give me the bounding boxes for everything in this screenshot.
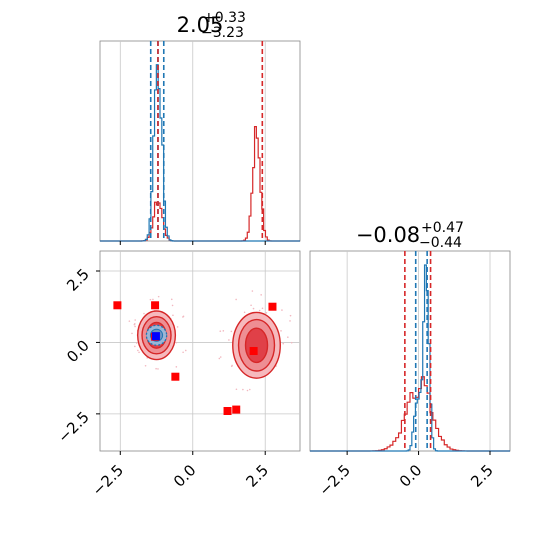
scatter-sample-point [182,315,185,318]
scatter-sample-point [219,356,222,358]
hist2-x-tick-label: 2.5 [467,461,497,491]
title-param2: −0.08 [356,223,420,247]
scatter-sample-point [170,298,173,301]
hist2-x-tick-label: −2.5 [315,461,353,499]
scatter-red-marker [151,301,160,310]
scatter-sample-point [182,351,184,354]
scatter-red-marker [223,407,232,415]
title-param1-main: 2.05 [177,13,224,37]
scatter-sample-point [134,345,136,348]
scatter-sample-point [133,323,136,325]
hist-param2-frame [309,250,511,452]
scatter-sample-point [218,357,221,360]
scatter-red-marker [268,302,277,311]
scatter-blue-marker [151,332,160,341]
scatter-sample-point [243,311,246,314]
scatter-sample-point [138,351,140,354]
scatter-sample-point [228,339,230,341]
scatter-frame [99,250,301,452]
scatter-sample-point [235,388,238,391]
scatter-sample-point [131,332,133,335]
scatter-sample-point [184,349,187,352]
scatter-sample-point [144,364,147,367]
scatter-sample-point [251,290,254,292]
scatter-x-tick-label: −2.5 [89,461,127,499]
scatter-sample-point [250,304,252,307]
scatter-sample-point [246,389,249,392]
scatter-sample-point [155,367,157,370]
scatter-y-tick-label: 0.0 [63,337,93,367]
scatter-y-tick-label: 2.5 [63,265,93,295]
title-param2-sub: −0.44 [419,235,462,251]
scatter-red-marker [171,372,180,381]
title-param2-main: −0.08 [356,223,420,247]
scatter-x-tick-label: 0.0 [170,461,200,491]
scatter-sample-point [248,388,251,391]
scatter-sample-point [176,326,179,328]
scatter-sample-point [242,388,244,391]
scatter-sample-point [143,312,145,315]
scatter-x-tick-label: 2.5 [242,461,272,491]
scatter-sample-point [219,330,222,332]
scatter-sample-point [289,320,291,322]
scatter-sample-point [128,320,131,322]
hist2-red-series [310,376,510,452]
scatter-sample-point [149,298,152,301]
scatter-y-tick-label: −2.5 [54,408,92,446]
hist2-blue-series [310,264,510,452]
title-param1-sup: +0.33 [203,10,246,26]
hist-param1-frame [99,40,301,242]
scatter-sample-point [134,319,136,321]
scatter-sample-point [290,341,293,344]
hist2-x-tick-label: 0.0 [396,461,426,491]
scatter-sample-point [261,307,264,310]
scatter-sample-point [135,342,138,344]
scatter-sample-point [289,314,292,317]
hist1-red-series [100,126,300,242]
scatter-sample-point [222,330,225,332]
scatter-sample-point [171,304,174,307]
scatter-sample-point [157,368,159,370]
scatter-red-marker [232,405,241,414]
scatter-red-marker [249,347,258,355]
title-param1: 2.05 [177,13,224,37]
scatter-red-contour [244,327,269,364]
scatter-red-marker [113,301,122,310]
scatter-sample-point [258,309,261,312]
scatter-sample-point [152,298,154,301]
scatter-sample-point [134,325,136,328]
scatter-sample-point [137,349,139,352]
scatter-sample-point [157,295,160,298]
scatter-sample-point [252,307,255,310]
scatter-sample-point [172,314,174,317]
scatter-sample-point [175,341,178,344]
scatter-sample-point [175,366,178,368]
scatter-sample-point [260,294,262,296]
hist1-blue-series [100,64,300,242]
scatter-sample-point [282,342,285,345]
scatter-sample-point [265,311,268,314]
scatter-sample-point [230,330,233,333]
title-param2-sup: +0.47 [421,220,464,236]
scatter-sample-point [235,298,237,301]
scatter-sample-point [230,365,233,368]
scatter-sample-point [281,309,283,311]
scatter-sample-point [287,336,289,338]
scatter-sample-point [280,330,282,332]
title-param1-sub: −3.23 [201,25,244,41]
